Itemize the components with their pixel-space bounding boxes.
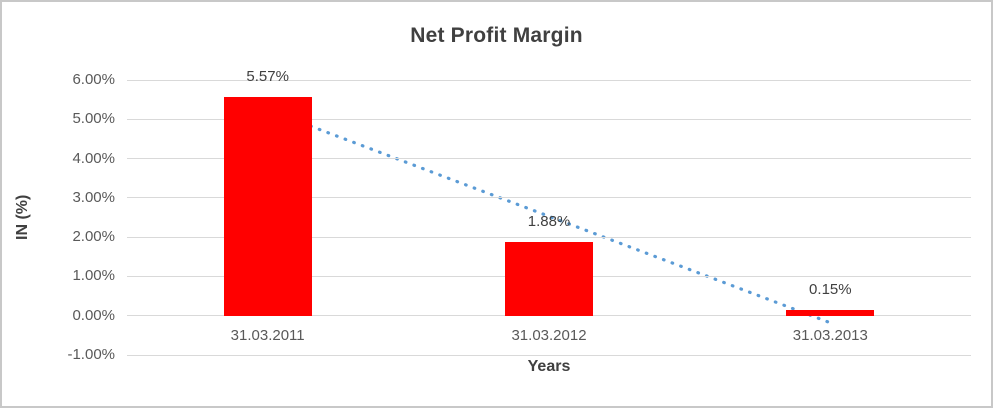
y-tick-label: 2.00% [72,228,115,246]
bar [786,309,875,316]
bar-value-label: 1.88% [527,212,571,230]
x-tick-label: 31.03.2011 [230,326,305,344]
plot-area: 6.00% 5.00% 4.00% 3.00% 2.00% 1.00% 0.00% -1.00… [67,68,971,363]
gridline [127,118,971,120]
x-axis-title: Years [527,358,571,375]
bar-value-label: 5.57% [246,67,289,85]
bar-value-label: 0.15% [809,280,852,298]
bar [223,96,312,316]
y-tick-label: 5.00% [72,110,115,128]
y-tick-label: 4.00% [72,149,115,167]
gridline [127,158,971,160]
gridline [127,197,971,199]
gridline [127,315,971,317]
y-tick-label: 1.00% [72,267,115,285]
x-tick-label: 31.03.2013 [792,326,868,344]
y-tick-label: 6.00% [72,71,115,88]
gridline [127,354,971,356]
chart-title: Net Profit Margin [410,24,583,47]
y-tick-label: -1.00% [67,346,115,363]
bar [505,241,593,316]
gridline [127,79,971,81]
y-tick-label: 3.00% [72,188,115,206]
x-tick-label: 31.03.2012 [511,326,587,344]
y-tick-label: 0.00% [72,306,115,324]
gridline [127,236,971,238]
